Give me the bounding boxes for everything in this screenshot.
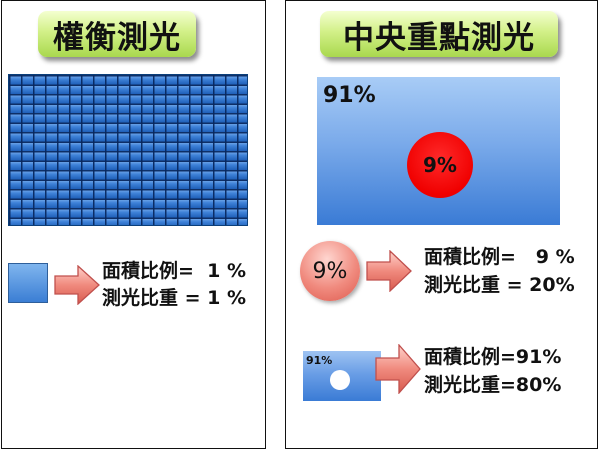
- center-weighted-metering-title: 中央重點測光: [320, 11, 558, 57]
- single-cell-square: [8, 263, 48, 303]
- surrounding-area-ratio-label: 面積比例=91%: [424, 345, 561, 370]
- right-arrow-icon: [54, 265, 100, 305]
- frame-area-percent: 91%: [323, 83, 376, 108]
- surrounding-metering-weight-label: 測光比重=80%: [424, 373, 561, 398]
- right-arrow-icon: [366, 250, 412, 292]
- frame-area-rect: 91% 9%: [317, 77, 560, 225]
- center-sample-circle: 9%: [300, 241, 360, 301]
- center-hole-dot: [330, 370, 350, 390]
- center-metering-weight-label: 測光比重 = 20%: [424, 273, 575, 298]
- surrounding-sample-percent: 91%: [306, 354, 332, 367]
- metering-grid: [8, 74, 248, 226]
- evaluative-metering-panel: 權衡測光 面積比例= 1 % 測光比重 = 1 %: [1, 0, 266, 449]
- evaluative-metering-title: 權衡測光: [38, 11, 196, 57]
- surrounding-sample-rect: 91%: [303, 351, 381, 401]
- metering-weight-label: 測光比重 = 1 %: [102, 286, 246, 311]
- center-area-circle: 9%: [407, 132, 473, 198]
- center-weighted-metering-panel: 中央重點測光 91% 9% 9% 面積比例= 9 % 測光比重 = 20% 91…: [285, 0, 598, 449]
- center-area-percent: 9%: [423, 153, 457, 177]
- center-area-ratio-label: 面積比例= 9 %: [424, 245, 575, 270]
- area-ratio-label: 面積比例= 1 %: [102, 259, 246, 284]
- right-arrow-icon: [375, 344, 421, 394]
- center-sample-percent: 9%: [313, 259, 348, 284]
